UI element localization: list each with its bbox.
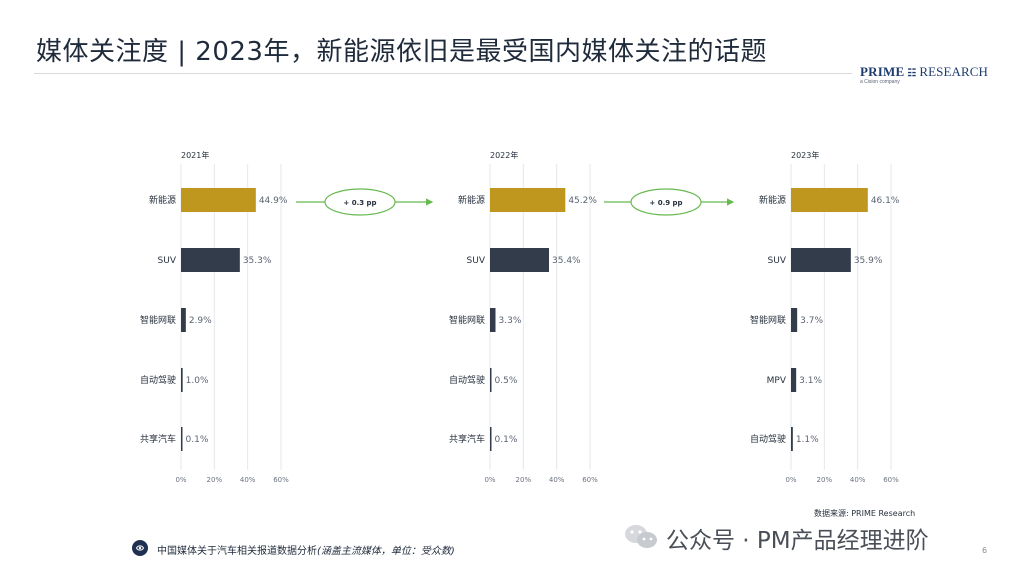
brand-research-text: RESEARCH (919, 64, 989, 79)
category-label: 新能源 (759, 194, 786, 206)
bar (181, 368, 183, 392)
value-label: 1.1% (796, 435, 819, 445)
value-label: 3.1% (799, 376, 822, 386)
category-label: 智能网联 (750, 314, 786, 326)
bar (791, 308, 798, 332)
category-label: MPV (767, 376, 787, 386)
footer-caption-main: 中国媒体关于汽车相关报道数据分析 (157, 546, 317, 557)
category-label: 新能源 (149, 194, 176, 206)
value-label: 1.0% (186, 376, 209, 386)
category-label: SUV (467, 256, 486, 266)
x-tick-label: 60% (273, 476, 289, 484)
change-badge (630, 188, 702, 216)
brand-mark-icon: ☷ (907, 68, 917, 79)
brand-logo: PRIME ☷ RESEARCH (860, 63, 988, 81)
value-label: 35.3% (243, 256, 272, 266)
footer-caption: 中国媒体关于汽车相关报道数据分析(涵盖主流媒体，单位：受众数) (157, 542, 455, 557)
value-label: 46.1% (871, 196, 900, 206)
x-tick-label: 0% (175, 476, 186, 484)
panel-title: 2023年 (791, 150, 819, 160)
bar (490, 427, 492, 451)
bar (791, 427, 793, 451)
x-tick-label: 40% (850, 476, 866, 484)
change-badge (324, 188, 396, 216)
category-label: SUV (768, 256, 787, 266)
value-label: 45.2% (568, 196, 597, 206)
category-label: 智能网联 (449, 314, 485, 326)
bar (791, 248, 851, 272)
category-label: 自动驾驶 (449, 374, 485, 386)
value-label: 2.9% (189, 316, 212, 326)
value-label: 35.4% (552, 256, 581, 266)
bar (490, 368, 492, 392)
bar (490, 188, 566, 212)
category-label: 共享汽车 (140, 433, 176, 445)
x-tick-label: 20% (207, 476, 223, 484)
category-label: 新能源 (458, 194, 485, 206)
change-label: + 0.3 pp (343, 199, 376, 207)
bar (490, 248, 549, 272)
category-label: SUV (158, 256, 177, 266)
panel-title: 2021年 (181, 150, 209, 160)
value-label: 0.1% (495, 435, 518, 445)
bar (181, 427, 183, 451)
change-label: + 0.9 pp (649, 199, 682, 207)
x-tick-label: 40% (549, 476, 565, 484)
category-label: 自动驾驶 (140, 374, 176, 386)
value-label: 44.9% (259, 196, 288, 206)
category-label: 自动驾驶 (750, 433, 786, 445)
value-label: 3.3% (499, 316, 522, 326)
bar (181, 188, 256, 212)
category-label: 共享汽车 (449, 433, 485, 445)
x-tick-label: 60% (582, 476, 598, 484)
x-tick-label: 20% (817, 476, 833, 484)
brand-prime-text: PRIME (860, 64, 905, 79)
x-tick-label: 60% (883, 476, 899, 484)
page-title: 媒体关注度 | 2023年，新能源依旧是最受国内媒体关注的话题 (36, 37, 767, 67)
watermark-text: 公众号 · PM产品经理进阶 (666, 528, 929, 554)
value-label: 3.7% (800, 316, 823, 326)
bar (181, 308, 186, 332)
title-divider (34, 73, 852, 74)
footer-logo-icon (132, 540, 148, 556)
brand-subline: a Cision company (860, 79, 900, 85)
value-label: 0.5% (495, 376, 518, 386)
x-tick-label: 20% (516, 476, 532, 484)
bar (181, 248, 240, 272)
category-label: 智能网联 (140, 314, 176, 326)
x-tick-label: 40% (240, 476, 256, 484)
footer-caption-note: (涵盖主流媒体，单位：受众数) (317, 546, 455, 557)
x-tick-label: 0% (484, 476, 495, 484)
data-source: 数据来源: PRIME Research (814, 509, 916, 518)
page-number: 6 (982, 546, 988, 555)
x-tick-label: 0% (785, 476, 796, 484)
bar (791, 188, 868, 212)
panel-title: 2022年 (490, 150, 518, 160)
value-label: 35.9% (854, 256, 883, 266)
wechat-icon (625, 525, 657, 548)
bar (791, 368, 797, 392)
bar (490, 308, 496, 332)
value-label: 0.1% (186, 435, 209, 445)
